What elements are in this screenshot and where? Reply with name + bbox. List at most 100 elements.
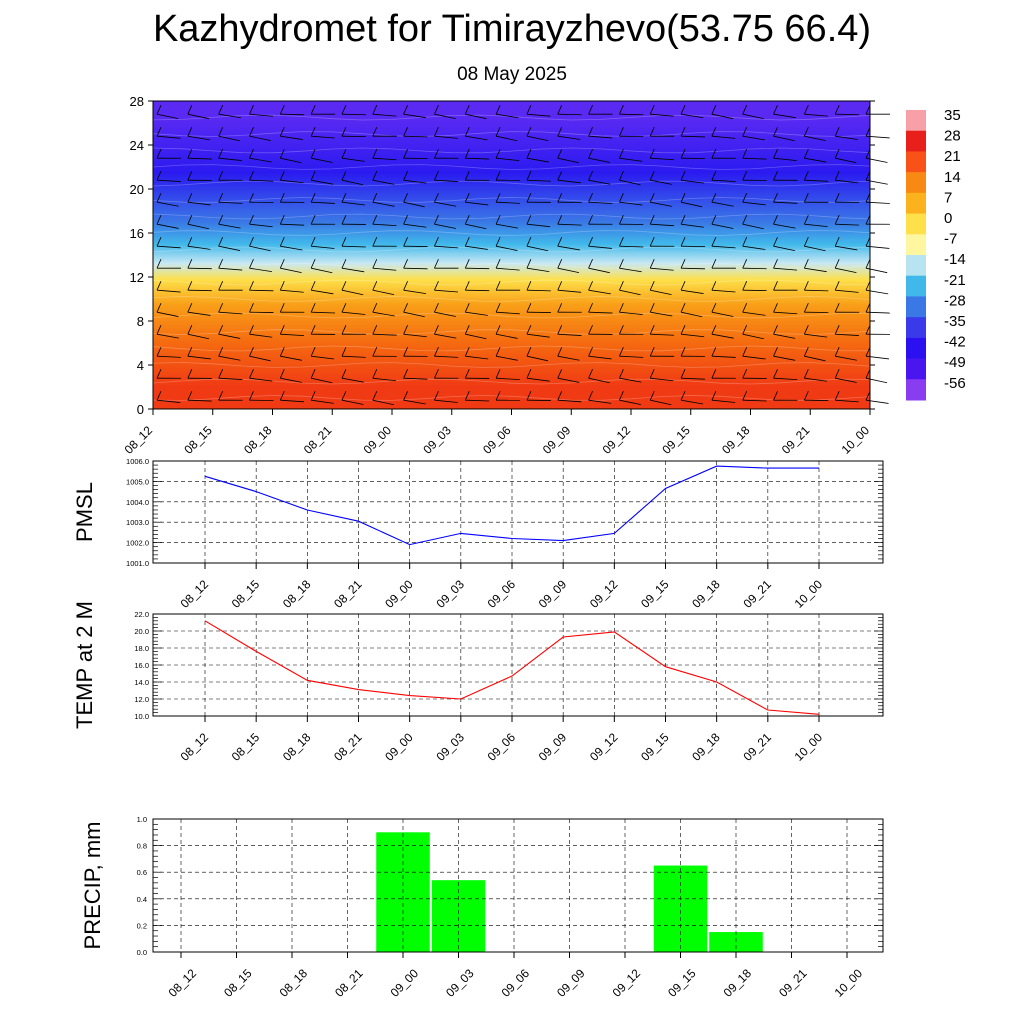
wind-barb-flag [249,105,254,115]
wind-barb [711,399,736,403]
wind-barb-flag [218,391,224,401]
y-tick-label: 4 [137,358,144,373]
wind-barb-flag [156,325,162,335]
wind-barb-flag [187,325,193,335]
wind-barb [311,157,333,163]
wind-barb [465,245,488,250]
wind-barb [187,157,212,160]
wind-barb-flag [834,171,840,181]
wind-barb-flag [742,171,748,181]
wind-barb-flag [156,369,162,379]
wind-barb-flag [803,303,809,313]
wind-barb-flag [249,215,254,225]
wind-barb-flag [619,259,624,269]
wind-barb-flag [187,237,193,247]
wind-barb-flag [711,325,717,335]
wind-barb [619,113,644,116]
wind-barb [249,333,273,338]
wind-barb [218,267,243,271]
wind-barb-flag [742,215,748,225]
wind-barb [311,245,335,249]
wind-barb-flag [495,325,501,335]
wind-barb [835,333,859,336]
wind-barb-flag [434,303,439,313]
wind-barb-flag [557,347,563,357]
wind-barb-flag [742,259,748,269]
wind-barb [557,113,582,116]
wind-barb-flag [310,281,316,291]
wind-barb [465,267,490,270]
wind-barb-flag [773,237,778,247]
wind-barb [311,377,333,384]
wind-barb-flag [249,193,254,203]
wind-barb [650,201,672,207]
wind-barb-flag [773,193,778,203]
wind-barb-flag [372,171,378,181]
wind-barb-flag [588,259,593,269]
wind-barb [773,377,798,381]
wind-barb [465,113,487,120]
wind-barb-flag [588,303,593,313]
wind-barb [434,223,457,229]
wind-barb [465,355,489,360]
wind-barb-flag [218,215,224,225]
wind-barb [403,267,428,270]
wind-barb [465,201,489,206]
wind-barb-flag [495,391,501,401]
contour-line [152,230,871,236]
wind-barb [557,333,582,336]
wind-barb-flag [619,149,624,159]
wind-barb-flag [834,105,840,115]
wind-barb-flag [372,325,378,335]
wind-barb [588,399,612,404]
wind-barb-flag [279,171,285,181]
wind-barb-flag [649,149,655,159]
wind-barb-flag [434,369,439,379]
wind-barb [249,135,271,142]
wind-barb-flag [310,215,316,225]
wind-barb-flag [249,237,254,247]
wind-barb-flag [372,149,378,159]
wind-barb [680,113,704,119]
wind-barb-flag [403,303,408,313]
wind-barb-flag [187,369,193,379]
wind-barb [711,355,736,358]
wind-barb [156,113,179,120]
y-tick-label: 1002.0 [126,539,149,548]
wind-barb-flag [526,105,532,115]
contour-line [152,246,871,253]
wind-barb-flag [156,149,162,159]
wind-barb [680,399,704,405]
wind-barb-flag [557,303,563,313]
wind-barb-flag [680,237,686,247]
x-tick-label: 09_12 [610,966,644,1000]
wind-barb-flag [649,193,655,203]
wind-barb [557,377,580,383]
wind-barb [804,179,829,182]
wind-barb [341,113,366,116]
wind-barb-flag [156,215,162,225]
wind-barb-flag [711,347,717,357]
wind-barb-flag [495,281,501,291]
y-tick-label: 0.8 [137,842,147,851]
wind-barb-flag [773,303,778,313]
y-tick-label: 0.2 [137,921,147,930]
wind-barb [280,113,305,116]
wind-barb-flag [803,171,809,181]
wind-barb-flag [156,193,162,203]
wind-barb-flag [372,127,378,137]
wind-barb-flag [464,325,470,335]
wind-barb [619,377,642,383]
wind-barb-flag [803,127,809,137]
wind-barb [650,377,674,382]
x-tick-label: 09_03 [443,966,477,1000]
wind-barb [619,399,641,405]
wind-barb [557,245,580,251]
wind-barb [680,179,704,184]
wind-barb-flag [187,215,193,225]
wind-barb-flag [649,303,655,313]
wind-barb [557,179,581,184]
wind-barb-flag [372,281,378,291]
wind-barb-flag [773,105,778,115]
